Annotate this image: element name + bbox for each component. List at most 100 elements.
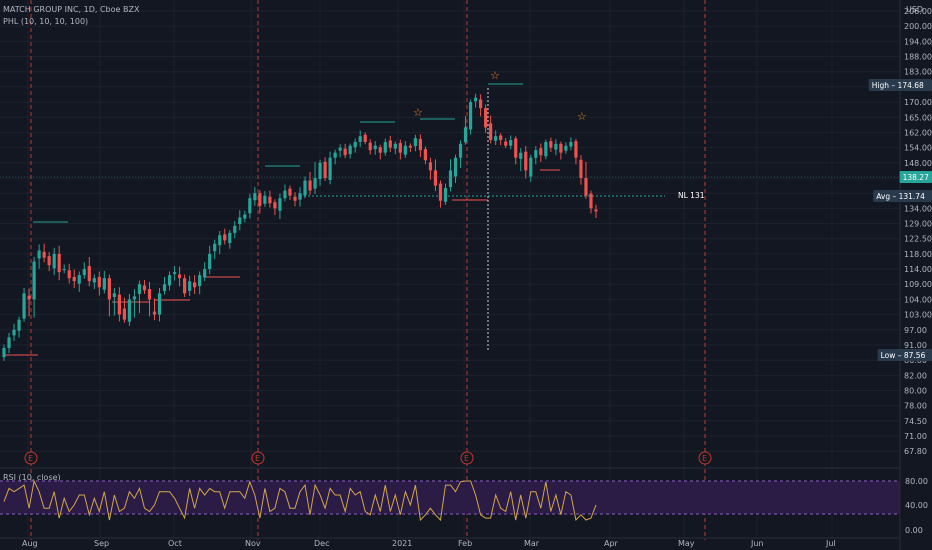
candle-body bbox=[458, 143, 463, 158]
candle-body bbox=[443, 188, 448, 202]
time-tick-label: Dec bbox=[314, 539, 329, 548]
candle-body bbox=[363, 134, 367, 142]
candle-body bbox=[288, 188, 292, 196]
price-tick-label: 148.00 bbox=[904, 159, 932, 168]
candle-body bbox=[448, 170, 453, 188]
price-tick-label: 170.00 bbox=[904, 98, 932, 107]
price-tag-label: Avg – 131.74 bbox=[876, 192, 925, 201]
price-tick-label: 104.00 bbox=[904, 295, 932, 304]
candle-body bbox=[87, 266, 91, 282]
time-axis[interactable]: Aug Sep Oct Nov Dec 2021 Feb Mar Apr May Jun Jul bbox=[0, 537, 900, 548]
price-tick-label: 162.00 bbox=[904, 128, 932, 137]
earnings-marker-label: E bbox=[28, 454, 33, 463]
candle-body bbox=[177, 274, 182, 279]
time-tick-label: Feb bbox=[458, 539, 472, 548]
candle-body bbox=[544, 141, 548, 157]
grid-lines bbox=[0, 0, 900, 538]
price-tag bbox=[873, 190, 932, 202]
candle-body bbox=[147, 289, 152, 300]
price-tick-label: 109.00 bbox=[904, 280, 932, 289]
time-tick-label: Oct bbox=[168, 539, 182, 548]
price-tick-label: 114.00 bbox=[904, 265, 932, 274]
price-tag bbox=[868, 79, 932, 91]
candle-body bbox=[208, 253, 212, 270]
price-tick-label: 67.80 bbox=[904, 447, 927, 456]
time-tick-label: Jul bbox=[825, 539, 836, 548]
star-icon: ☆ bbox=[490, 69, 500, 82]
candle-body bbox=[188, 281, 192, 291]
candle-body bbox=[167, 275, 172, 286]
price-tick-label: 194.00 bbox=[904, 37, 932, 46]
candle-body bbox=[107, 278, 111, 300]
candle-body bbox=[112, 293, 116, 297]
price-tick-label: 103.00 bbox=[904, 311, 932, 320]
candle-body bbox=[539, 148, 543, 156]
price-tick-label: 165.00 bbox=[904, 113, 932, 122]
earnings-marker[interactable] bbox=[460, 451, 474, 465]
candle-body bbox=[157, 293, 162, 315]
rsi-band bbox=[0, 481, 900, 514]
candle-body bbox=[584, 177, 588, 196]
candle-body bbox=[137, 284, 142, 294]
earnings-marker-label: E bbox=[702, 454, 707, 463]
price-tick-label: 71.00 bbox=[904, 432, 927, 441]
candle-body bbox=[378, 147, 382, 153]
candle-body bbox=[152, 311, 157, 315]
candle-body bbox=[77, 275, 81, 284]
candle-body bbox=[92, 278, 96, 283]
candle-body bbox=[343, 148, 347, 156]
price-tick-label: 82.00 bbox=[904, 371, 927, 380]
candle-body bbox=[519, 152, 523, 159]
candle-body bbox=[218, 235, 222, 246]
candle-body bbox=[22, 293, 26, 319]
currency-label[interactable]: USD bbox=[906, 5, 923, 14]
indicator-legend: PHL (10, 10, 10, 100) bbox=[3, 17, 88, 26]
candle-body bbox=[569, 141, 573, 147]
candle-body bbox=[248, 198, 252, 214]
candle-body bbox=[433, 170, 438, 186]
candle-body bbox=[117, 294, 121, 315]
candle-body bbox=[534, 150, 538, 158]
candle-body bbox=[473, 97, 478, 102]
candle-body bbox=[127, 299, 132, 322]
candle-body bbox=[388, 140, 392, 148]
candle-body bbox=[233, 225, 237, 233]
price-tag bbox=[877, 349, 932, 361]
star-icon: ☆ bbox=[413, 106, 423, 119]
price-tick-label: 188.00 bbox=[904, 53, 932, 62]
candle-body bbox=[57, 253, 61, 273]
candle-body bbox=[358, 136, 362, 142]
time-tick-label: Apr bbox=[604, 539, 619, 548]
earnings-marker[interactable] bbox=[251, 451, 265, 465]
candle-body bbox=[97, 276, 101, 288]
candle-body bbox=[504, 141, 508, 146]
candle-body bbox=[42, 251, 46, 258]
candle-body bbox=[183, 278, 187, 294]
candle-body bbox=[348, 145, 352, 155]
candle-body bbox=[198, 275, 202, 287]
candle-body bbox=[62, 269, 66, 271]
earnings-marker[interactable] bbox=[24, 451, 38, 465]
time-tick-label: May bbox=[678, 539, 695, 548]
candle-body bbox=[494, 136, 498, 141]
candle-body bbox=[559, 143, 563, 153]
earnings-marker-label: E bbox=[255, 454, 260, 463]
candle-body bbox=[67, 270, 71, 279]
candle-body bbox=[383, 141, 387, 153]
candle-body bbox=[579, 159, 583, 178]
earnings-marker[interactable] bbox=[698, 451, 712, 465]
price-tick-label: 154.00 bbox=[904, 144, 932, 153]
candle-body bbox=[313, 177, 317, 189]
candle-body bbox=[298, 193, 302, 200]
rsi-legend: RSI (10, close) bbox=[3, 473, 61, 482]
candle-body bbox=[37, 250, 41, 259]
candle-body bbox=[308, 180, 312, 191]
candle-body bbox=[373, 145, 377, 150]
candle-body bbox=[27, 295, 31, 300]
candle-body bbox=[47, 256, 51, 266]
candle-body bbox=[393, 143, 397, 149]
star-icon: ☆ bbox=[577, 110, 587, 123]
candle-body bbox=[333, 152, 337, 158]
